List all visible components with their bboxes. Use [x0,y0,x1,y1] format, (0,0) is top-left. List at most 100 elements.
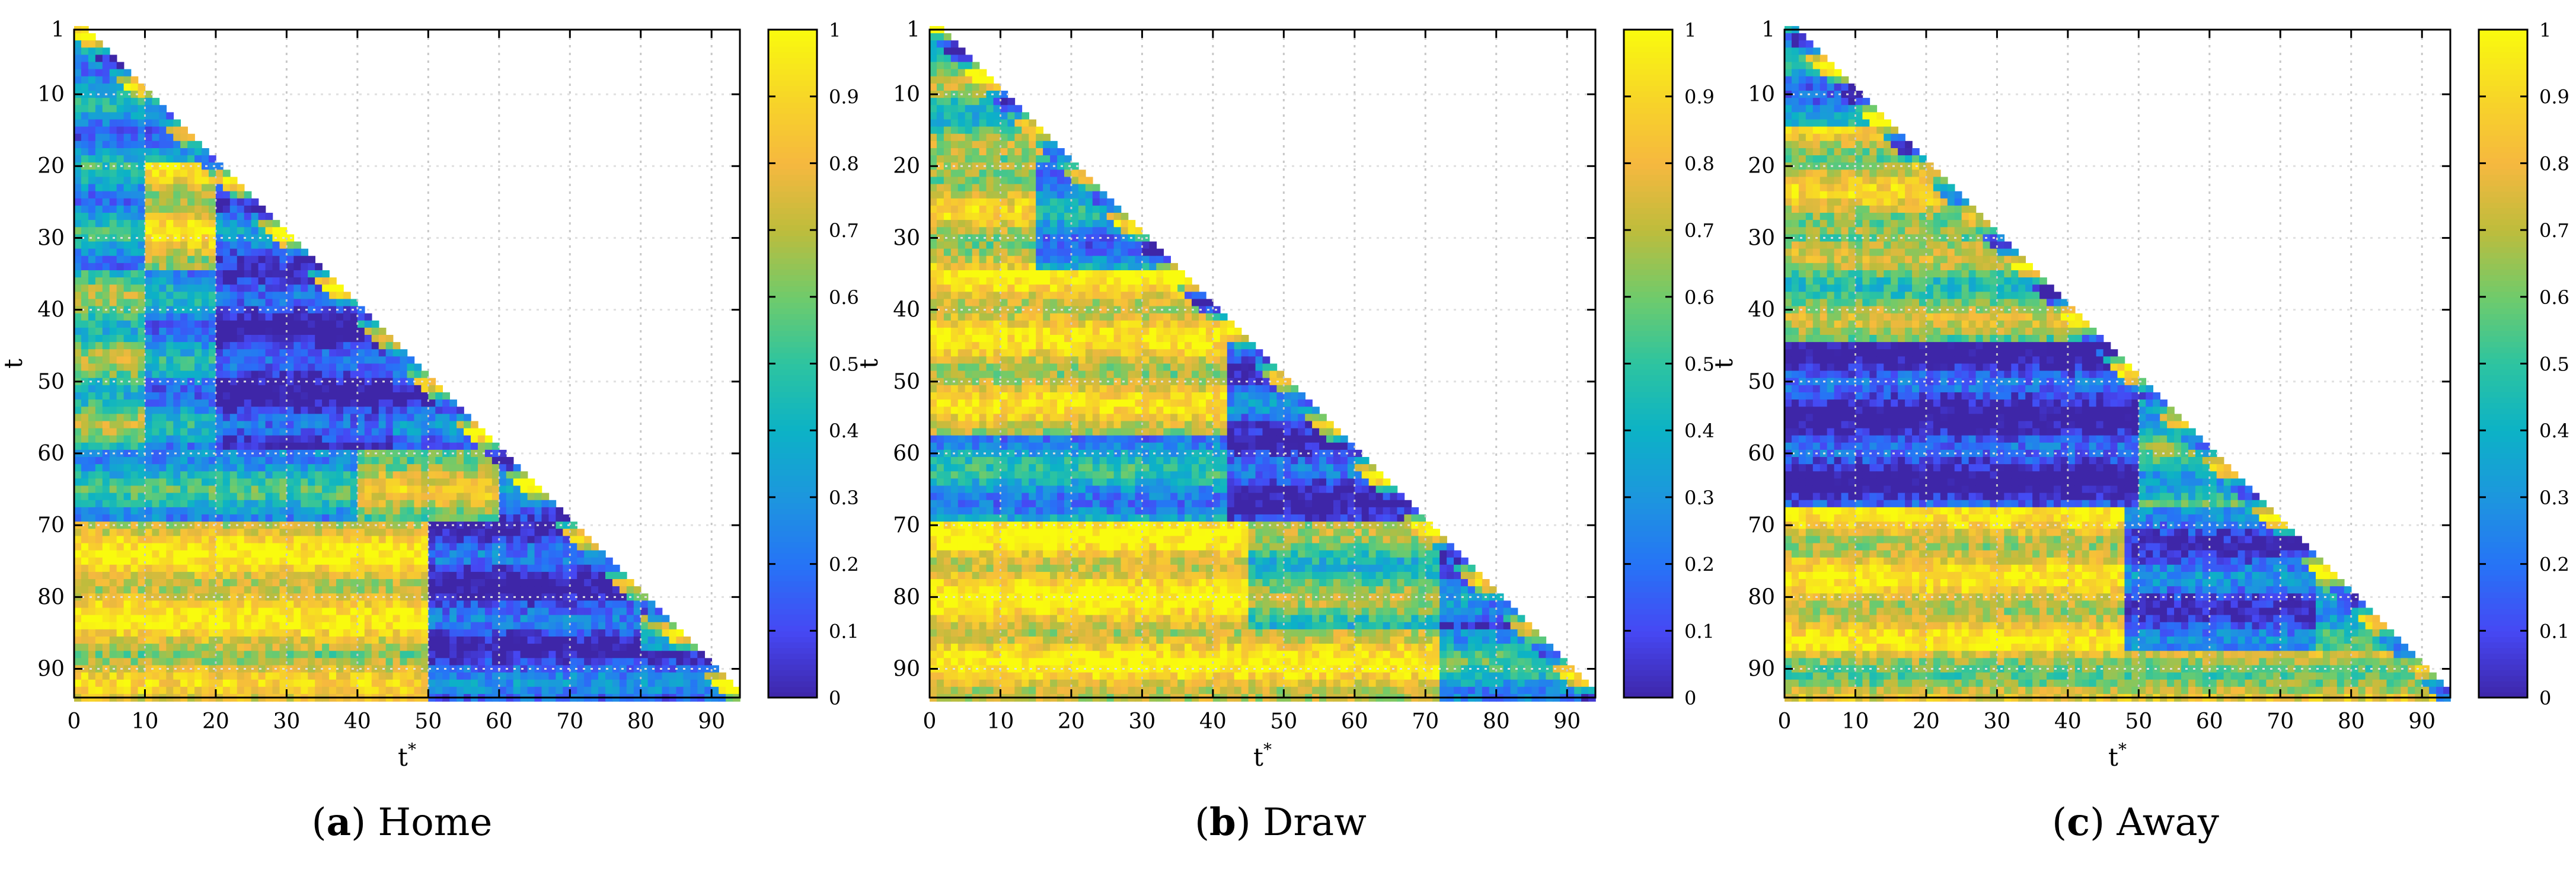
heatmap-cell [123,170,132,178]
heatmap-cell [130,665,139,673]
heatmap-cell [88,607,96,616]
heatmap-cell [520,493,528,501]
heatmap-cell [81,62,89,70]
heatmap-cell [258,471,266,479]
heatmap-cell [152,607,160,616]
heatmap-cell [152,378,160,386]
heatmap-cell [457,636,464,644]
heatmap-cell [116,205,125,213]
heatmap-cell [88,148,96,156]
heatmap-cell [350,586,358,594]
heatmap-cell [570,543,578,551]
heatmap-cell [272,651,280,659]
heatmap-cell [116,248,125,257]
heatmap-cell [81,191,89,199]
colorbar-segment [768,525,817,532]
heatmap-cell [130,119,139,127]
heatmap-cell [145,571,153,580]
heatmap-cell [442,571,450,580]
heatmap-cell [329,507,337,515]
heatmap-cell [329,428,337,436]
heatmap-cell [272,514,280,522]
heatmap-cell [180,205,188,213]
heatmap-cell [95,292,103,300]
heatmap-cell [570,571,578,580]
heatmap-cell [81,133,89,142]
heatmap-cell [208,205,216,213]
heatmap-cell [95,571,103,580]
heatmap-cell [293,241,302,250]
heatmap-cell [464,651,471,659]
heatmap-cell [81,522,89,530]
heatmap-cell [1000,105,1008,113]
heatmap-cell [187,191,195,199]
heatmap-cell [145,220,153,228]
heatmap-cell [215,529,224,537]
colorbar-segment [768,113,817,120]
heatmap-cell [400,500,408,508]
colorbar-segment [768,402,817,409]
heatmap-cell [208,507,216,515]
heatmap-cell [145,356,153,364]
heatmap-cell [166,119,174,127]
heatmap-cell [371,629,379,637]
heatmap-cell [88,457,96,465]
heatmap-cell [88,392,96,400]
heatmap-cell [258,284,266,293]
heatmap-cell [301,356,309,364]
heatmap-cell [208,607,216,616]
heatmap-cell [251,378,259,386]
heatmap-cell [407,435,415,443]
heatmap-cell [180,464,188,472]
heatmap-cell [138,629,146,637]
heatmap-cell [102,220,110,228]
heatmap-cell [279,507,288,515]
heatmap-cell [421,500,429,508]
heatmap-cell [943,47,952,56]
heatmap-cell [152,421,160,429]
heatmap-cell [222,349,231,357]
colorbar-segment [768,180,817,186]
heatmap-cell [612,607,620,616]
heatmap-cell [251,248,259,257]
heatmap-cell [180,227,188,235]
heatmap-cell [329,600,337,609]
heatmap-cell [279,299,288,307]
heatmap-cell [605,622,613,630]
heatmap-cell [301,255,309,264]
heatmap-cell [943,33,952,41]
heatmap-cell [513,464,521,472]
heatmap-cell [457,600,464,609]
heatmap-cell [81,370,89,379]
colorbar-tick-label: 0.1 [829,620,859,642]
heatmap-cell [180,658,188,666]
heatmap-cell [123,313,132,321]
heatmap-cell [471,593,478,602]
heatmap-cell [322,421,330,429]
heatmap-cell [229,292,238,300]
heatmap-cell [308,356,315,364]
heatmap-cell [506,586,514,594]
heatmap-cell [279,485,288,494]
heatmap-cell [145,478,153,487]
heatmap-cell [272,529,280,537]
heatmap-cell [81,457,89,465]
heatmap-cell [484,442,493,450]
heatmap-cell [215,356,224,364]
heatmap-cell [74,399,82,408]
heatmap-cell [215,392,224,400]
heatmap-cell [329,564,337,573]
heatmap-cell [74,550,82,558]
heatmap-cell [464,550,471,558]
heatmap-cell [435,607,443,616]
heatmap-cell [152,414,160,422]
heatmap-cell [442,399,450,408]
heatmap-cell [979,126,987,135]
heatmap-cell [392,622,401,630]
heatmap-cell [464,543,471,551]
heatmap-cell [308,320,315,328]
heatmap-cell [301,651,309,659]
heatmap-cell [286,392,295,400]
heatmap-cell [145,622,153,630]
heatmap-cell [102,270,110,278]
